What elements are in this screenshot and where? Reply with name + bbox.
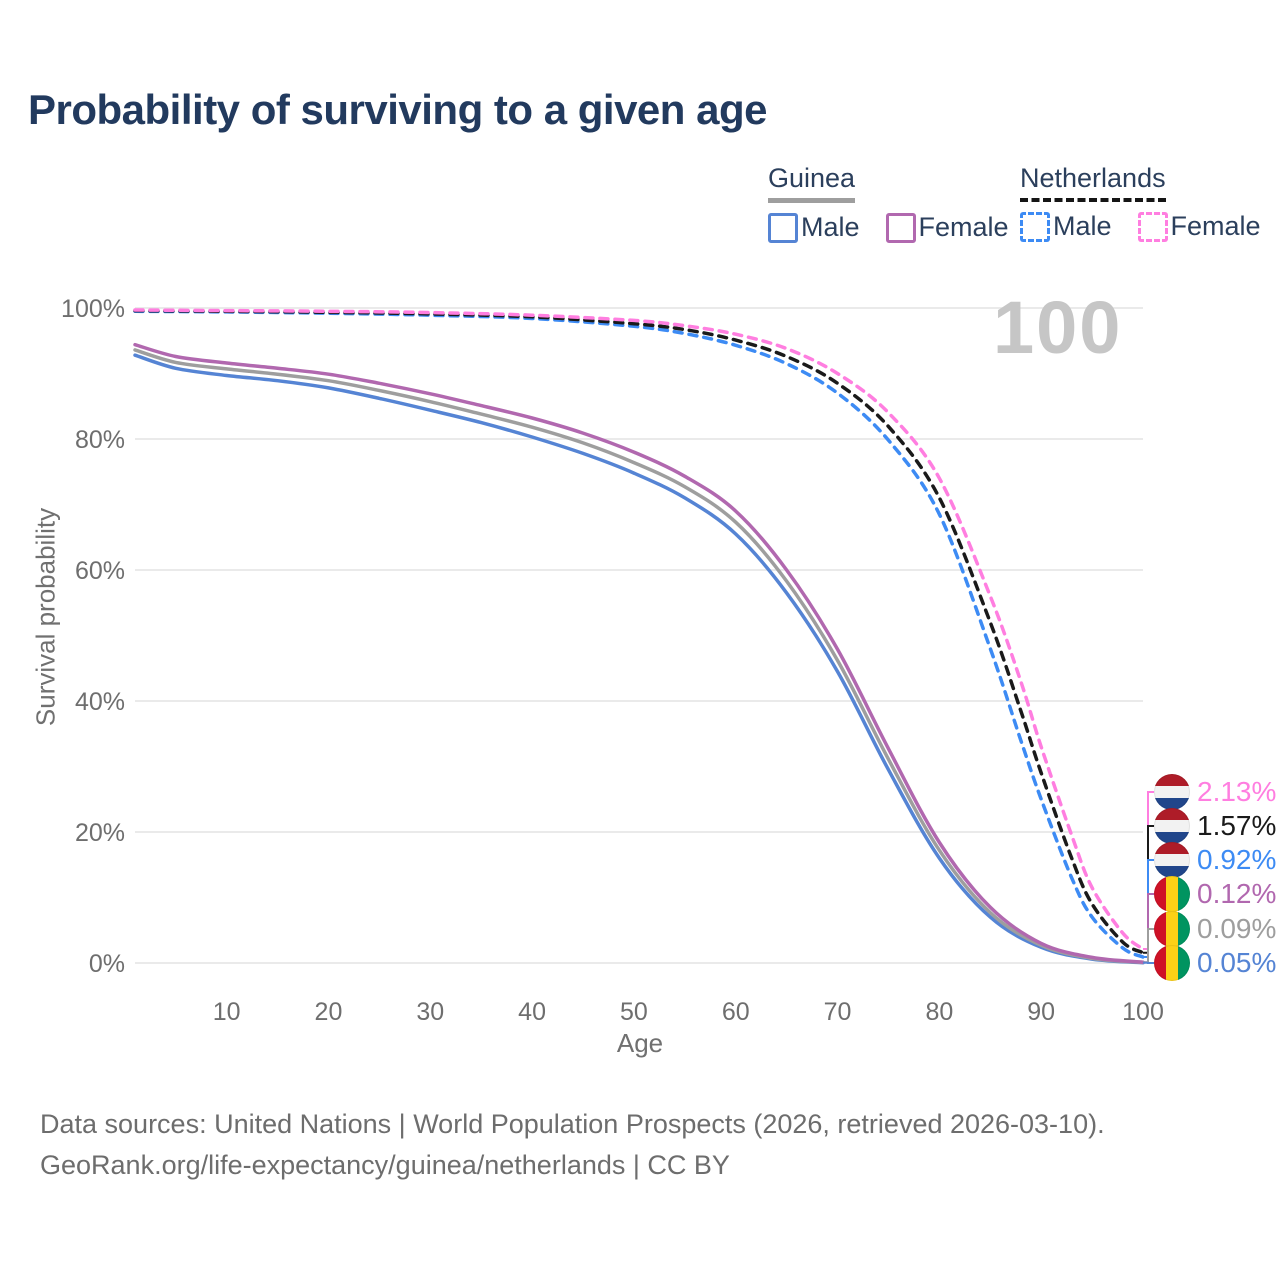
end-label-row: 2.13% (1154, 774, 1276, 810)
series-gn-female[interactable] (133, 342, 1145, 964)
guinea-female-swatch-icon (885, 212, 916, 243)
age-counter: 100 (993, 286, 1123, 369)
end-label-value: 1.57% (1197, 810, 1277, 841)
x-tick-label: 20 (315, 998, 343, 1026)
guinea-flag-icon (1154, 876, 1190, 912)
legend-group-netherlands: Netherlands Male Female (1020, 163, 1261, 242)
x-tick-label: 70 (824, 998, 852, 1026)
netherlands-flag-icon (1154, 842, 1190, 878)
footer-sources: Data sources: United Nations | World Pop… (40, 1109, 1105, 1139)
x-tick-label: 60 (722, 998, 750, 1026)
y-tick-label: 0% (89, 950, 125, 978)
netherlands-female-swatch-icon (1137, 211, 1168, 242)
footer-attribution: GeoRank.org/life-expectancy/guinea/nethe… (40, 1150, 730, 1180)
x-tick-label: 80 (925, 998, 953, 1026)
x-tick-label: 10 (213, 998, 241, 1026)
guinea-male-swatch-icon (768, 212, 798, 243)
netherlands-flag-icon (1154, 808, 1190, 844)
netherlands-flag-icon (1154, 774, 1190, 810)
series-gn-male[interactable] (133, 353, 1145, 965)
legend-item-netherlands-male[interactable]: Male (1020, 211, 1112, 242)
guinea-flag-icon (1154, 945, 1190, 981)
y-tick-label: 80% (75, 426, 125, 454)
netherlands-male-swatch-icon (1020, 211, 1050, 242)
x-tick-label: 30 (416, 998, 444, 1026)
legend-group-guinea-title: Guinea (768, 163, 856, 203)
y-axis-title: Survival probability (30, 507, 61, 727)
end-label-value: 0.05% (1197, 947, 1277, 978)
legend-group-guinea: Guinea Male Female (768, 163, 1009, 243)
guinea-flag-icon (1154, 911, 1190, 947)
footer: Data sources: United Nations | World Pop… (40, 1104, 1105, 1186)
series-nl-male[interactable] (133, 309, 1145, 959)
x-tick-label: 90 (1027, 998, 1055, 1026)
legend-group-netherlands-title: Netherlands (1020, 163, 1166, 202)
x-tick-label: 40 (518, 998, 546, 1026)
legend-item-label: Male (1053, 211, 1112, 241)
legend-items-netherlands: Male Female (1020, 211, 1261, 242)
legend-items-guinea: Male Female (768, 212, 1009, 243)
series-nl-both[interactable] (133, 308, 1145, 955)
y-tick-label: 20% (75, 819, 125, 847)
end-label-row: 0.09% (1154, 911, 1276, 947)
y-tick-label: 100% (61, 295, 125, 323)
legend-item-label: Female (918, 212, 1009, 242)
end-label-value: 0.12% (1197, 878, 1277, 909)
y-tick-label: 40% (75, 688, 125, 716)
series-gn-both[interactable] (133, 348, 1145, 965)
y-tick-label: 60% (75, 557, 125, 585)
end-label-value: 0.09% (1197, 913, 1277, 944)
legend-item-guinea-male[interactable]: Male (768, 212, 860, 243)
legend-item-label: Female (1170, 211, 1261, 241)
end-label-row: 0.12% (1154, 876, 1276, 912)
legend-item-guinea-female[interactable]: Female (885, 212, 1009, 243)
end-label-value: 2.13% (1197, 776, 1277, 807)
x-axis-title: Age (616, 1028, 664, 1058)
end-label-row: 0.05% (1154, 945, 1276, 981)
x-tick-label: 50 (620, 998, 648, 1026)
legend-item-label: Male (801, 212, 860, 242)
end-label-row: 1.57% (1154, 808, 1276, 844)
end-label-row: 0.92% (1154, 842, 1276, 878)
legend-item-netherlands-female[interactable]: Female (1137, 211, 1261, 242)
end-label-value: 0.92% (1197, 844, 1277, 875)
chart-title: Probability of surviving to a given age (28, 86, 767, 133)
series-nl-female[interactable] (133, 308, 1145, 951)
x-tick-label: 100 (1122, 998, 1164, 1026)
